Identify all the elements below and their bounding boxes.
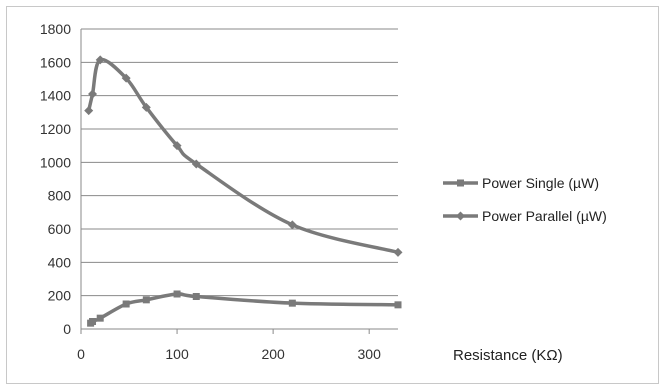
data-point [121, 73, 131, 83]
legend: Power Single (µW) Power Parallel (µW) [443, 175, 607, 224]
data-point [288, 299, 296, 307]
data-point [172, 141, 182, 151]
y-tick-label: 0 [63, 321, 71, 337]
y-tick-label: 1800 [40, 21, 71, 37]
series-power-parallel [84, 55, 403, 257]
y-tick-label: 1000 [40, 154, 71, 170]
data-point [89, 318, 97, 325]
axes [80, 29, 398, 330]
x-axis-ticks: 0 100 200 300 [77, 329, 381, 362]
data-point [192, 293, 200, 300]
data-point [287, 220, 297, 230]
data-point [84, 106, 94, 116]
legend-marker [456, 211, 465, 221]
data-point [394, 301, 402, 309]
y-tick-label: 1400 [40, 88, 71, 104]
series-line [86, 57, 400, 255]
y-axis-ticks: 0 200 400 600 800 1000 1200 1400 1600 1800 [40, 21, 71, 337]
y-tick-label: 600 [48, 221, 72, 237]
series-line [88, 292, 400, 325]
series-group [84, 55, 403, 327]
data-point [95, 55, 105, 65]
series-power-single [87, 290, 402, 327]
legend-marker [457, 179, 464, 187]
data-point [88, 89, 98, 99]
grid-lines [81, 28, 398, 297]
legend-label: Power Single (µW) [482, 175, 599, 191]
data-point [122, 300, 130, 308]
y-tick-label: 1600 [40, 54, 71, 70]
data-point [173, 290, 181, 298]
y-tick-label: 400 [48, 254, 72, 270]
x-tick-label: 200 [261, 346, 285, 362]
x-tick-label: 300 [358, 346, 382, 362]
data-point [96, 314, 104, 322]
x-tick-label: 100 [165, 346, 189, 362]
y-tick-label: 1200 [40, 121, 71, 137]
y-tick-label: 800 [48, 188, 72, 204]
legend-item: Power Parallel (µW) [443, 208, 607, 224]
x-tick-label: 0 [77, 346, 85, 362]
data-point [141, 102, 151, 112]
legend-label: Power Parallel (µW) [482, 208, 607, 224]
data-point [393, 247, 403, 257]
data-point [191, 159, 201, 169]
x-axis-label: Resistance (KΩ) [453, 347, 563, 364]
data-point [142, 296, 150, 304]
y-tick-label: 200 [48, 288, 72, 304]
legend-item: Power Single (µW) [443, 175, 599, 191]
